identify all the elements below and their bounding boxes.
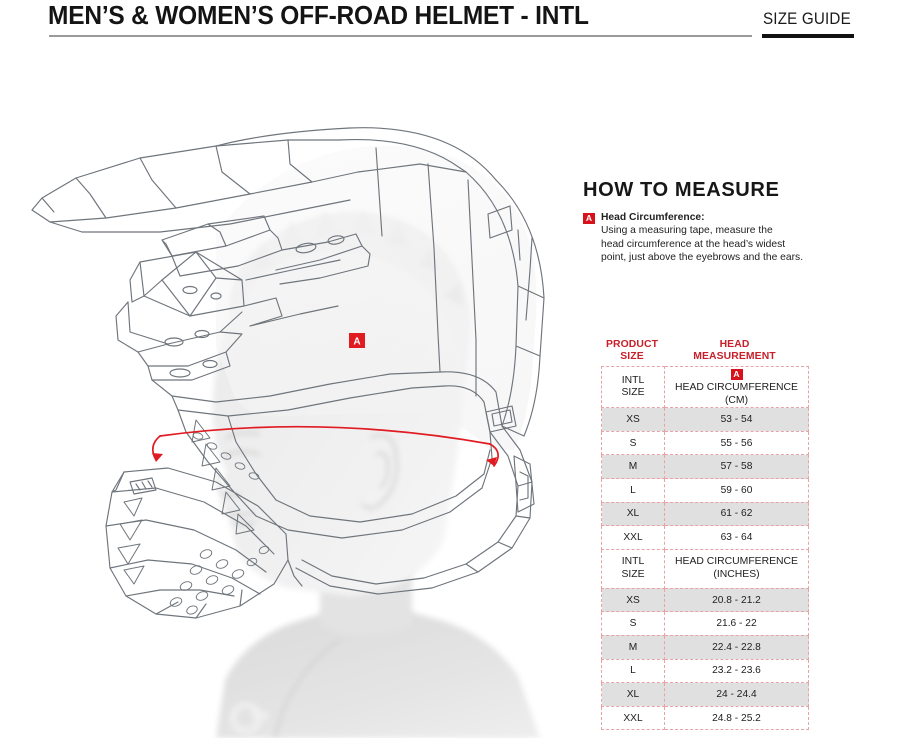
size-cell: M [601,454,665,479]
how-to-measure-title: HOW TO MEASURE [583,178,780,201]
measurement-cell: 20.8 - 21.2 [664,587,809,613]
measure-arrow-right [486,457,497,466]
head-measurement-column-header: HEAD MEASUREMENT [693,339,776,362]
table-row: XXL 24.8 - 25.2 [601,705,809,731]
table-row: XL 24 - 24.4 [601,682,809,707]
helmet-outline [31,127,545,619]
size-guide-underline [762,34,854,38]
section-measurement-line-1: HEAD CIRCUMFERENCE [675,382,798,394]
table-row: L 59 - 60 [601,478,809,503]
size-cell: L [601,658,665,684]
measurement-badge-a-icon: A [730,369,743,380]
size-cell: M [601,634,665,660]
section-size-label-line-1: INTL [621,556,645,568]
table-row: L 23.2 - 23.6 [601,658,809,684]
size-guide-label: SIZE GUIDE [763,10,851,28]
measurement-cell: 55 - 56 [664,430,809,456]
size-chart: PRODUCT SIZE HEAD MEASUREMENT INTL SIZE A H… [601,338,809,731]
size-cell: XXL [601,525,665,550]
size-cell: XS [601,407,665,432]
section-measurement-line-1: HEAD CIRCUMFERENCE [675,556,798,568]
section-measurement-unit: (CM) [724,394,749,406]
size-cell: XL [601,682,665,707]
section-size-label-line-2: SIZE [621,387,645,399]
table-row: M 57 - 58 [601,454,809,479]
section-size-label-line-1: INTL [621,374,645,386]
how-to-measure-body: A Head Circumference: Using a measuring … [583,211,883,265]
measurement-cell: 63 - 64 [664,525,809,550]
section-size-label: INTL SIZE [601,365,665,409]
how-to-measure-line-2: head circumference at the head’s widest [601,238,786,250]
measurement-cell: 24.8 - 25.2 [664,705,809,731]
table-row: M 22.4 - 22.8 [601,634,809,660]
table-row: XXL 63 - 64 [601,525,809,550]
illustration-callout-badge: A [349,333,365,348]
svg-text:A: A [353,337,360,348]
size-cell: XS [601,587,665,613]
section-size-label-line-2: SIZE [621,568,645,580]
measurement-cell: 57 - 58 [664,454,809,479]
size-cell: XXL [601,705,665,731]
how-to-measure-line-3: point, just above the eyebrows and the e… [601,252,804,264]
measurement-cell: 22.4 - 22.8 [664,634,809,660]
size-cell: S [601,611,665,636]
section-measurement-unit: (INCHES) [713,568,760,580]
size-cell: L [601,478,665,503]
measurement-cell: 53 - 54 [664,407,809,432]
table-row: S 55 - 56 [601,430,809,456]
measurement-cell: 21.6 - 22 [664,611,809,636]
size-chart-column-headers: PRODUCT SIZE HEAD MEASUREMENT [601,338,806,366]
measure-arrow-left [152,453,163,462]
measurement-cell: 61 - 62 [664,501,809,527]
measurement-badge-a-icon: A [583,213,595,224]
measurement-cell: 23.2 - 23.6 [664,658,809,684]
page-header: MEN’S & WOMEN’S OFF-ROAD HELMET - INTL S… [0,0,902,48]
table-row: XS 53 - 54 [601,407,809,432]
section-size-label: INTL SIZE [601,548,665,589]
size-chart-section-header: INTL SIZE A HEAD CIRCUMFERENCE (CM) [601,365,809,409]
table-row: S 21.6 - 22 [601,611,809,636]
how-to-measure-text: Head Circumference: Using a measuring ta… [601,211,803,265]
size-chart-table: INTL SIZE A HEAD CIRCUMFERENCE (CM) XS 53 - 54… [601,365,809,731]
table-row: XS 20.8 - 21.2 [601,587,809,613]
how-to-measure-lead: Head Circumference: [601,212,705,223]
how-to-measure-section: HOW TO MEASURE A Head Circumference: Usi… [583,178,883,265]
product-size-column-header: PRODUCT SIZE [605,339,659,362]
page-title: MEN’S & WOMEN’S OFF-ROAD HELMET - INTL [48,2,589,30]
size-chart-section-header: INTL SIZE HEAD CIRCUMFERENCE (INCHES) [601,548,809,589]
measurement-cell: 24 - 24.4 [664,682,809,707]
size-cell: XL [601,501,665,527]
helmet-illustration: A [20,120,580,738]
table-row: XL 61 - 62 [601,501,809,527]
measurement-cell: 59 - 60 [664,478,809,503]
title-divider [49,35,752,37]
section-measurement-label: HEAD CIRCUMFERENCE (INCHES) [664,548,809,589]
how-to-measure-line-1: Using a measuring tape, measure the [601,225,773,237]
size-cell: S [601,430,665,456]
section-measurement-label: A HEAD CIRCUMFERENCE (CM) [664,365,809,409]
